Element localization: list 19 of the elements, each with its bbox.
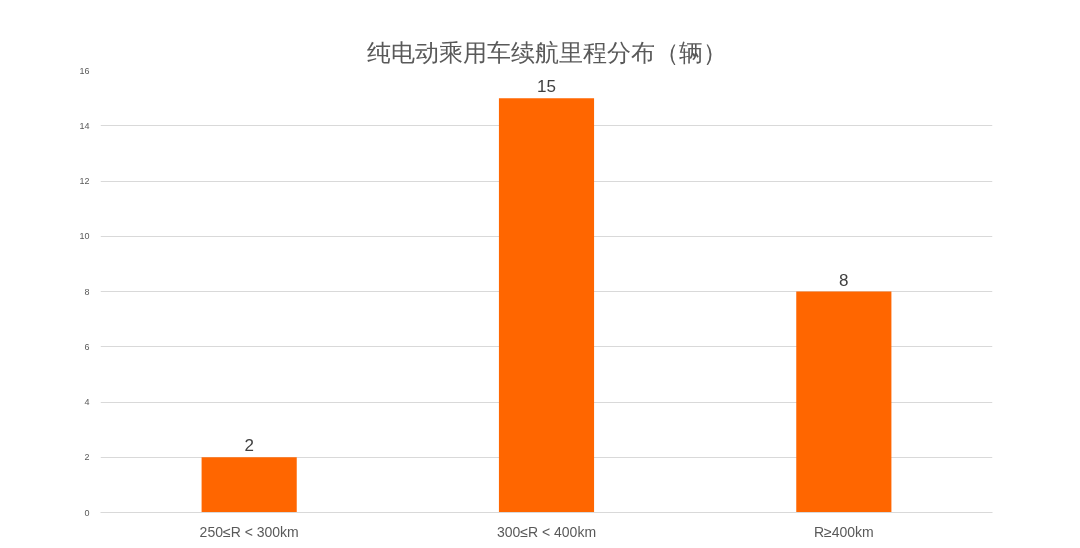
bar [498,98,595,513]
x-tick-label: 300≤R < 400km [496,523,597,540]
y-tick-label: 14 [79,120,90,131]
y-tick-label: 2 [84,452,90,463]
data-label: 15 [537,77,556,97]
x-tick-label: 250≤R < 300km [199,523,299,540]
bar [201,457,297,513]
x-tick-label: R≥400km [813,523,874,540]
y-tick-label: 4 [84,397,90,407]
y-tick-label: 10 [79,231,90,242]
y-tick-label: 12 [79,176,90,186]
y-tick-label: 16 [79,65,90,76]
y-tick-label: 0 [84,507,90,518]
data-label: 8 [839,270,849,290]
y-tick-label: 8 [84,286,90,297]
bar [796,291,892,513]
data-label: 2 [244,436,254,456]
y-tick-label: 6 [84,341,90,352]
chart-title: 纯电动乘用车续航里程分布（辆） [366,38,727,66]
